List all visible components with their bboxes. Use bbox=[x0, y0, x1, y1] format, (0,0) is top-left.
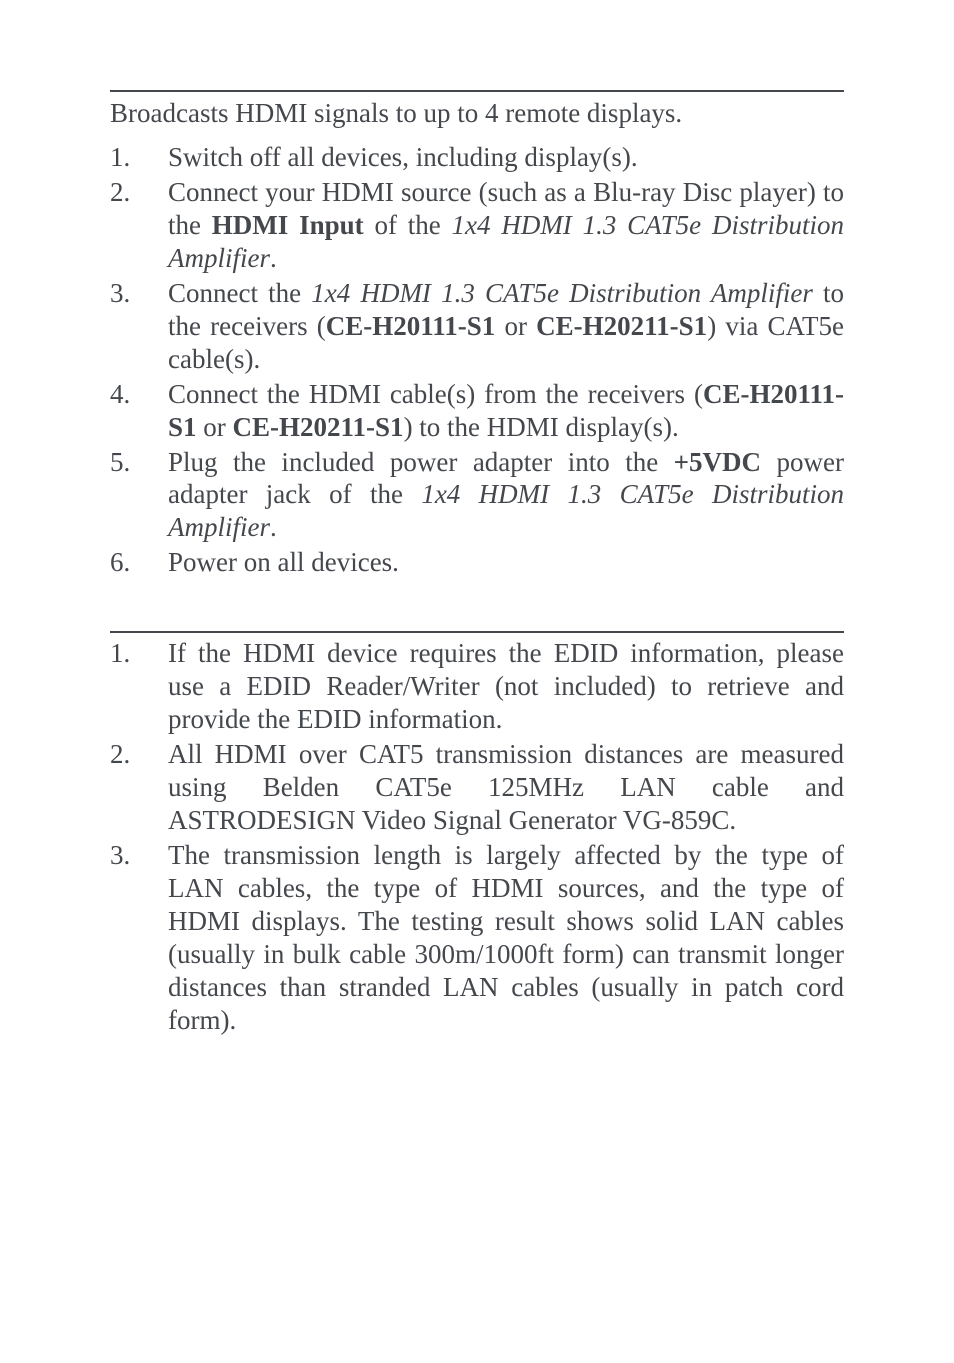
list-item-text: Connect your HDMI source (such as a Blu-… bbox=[168, 176, 844, 275]
list-item: 4.Connect the HDMI cable(s) from the rec… bbox=[110, 378, 844, 444]
list-item: 5.Plug the included power adapter into t… bbox=[110, 446, 844, 545]
list-item-text: All HDMI over CAT5 transmission distance… bbox=[168, 738, 844, 837]
list-item-text: If the HDMI device requires the EDID inf… bbox=[168, 637, 844, 736]
list-item-text: Plug the included power adapter into the… bbox=[168, 446, 844, 545]
list-item-number: 1. bbox=[110, 141, 168, 174]
list-item-number: 4. bbox=[110, 378, 168, 444]
list-item-number: 6. bbox=[110, 546, 168, 579]
document-page: Broadcasts HDMI signals to up to 4 remot… bbox=[0, 0, 954, 1099]
list-item: 2.Connect your HDMI source (such as a Bl… bbox=[110, 176, 844, 275]
instruction-list-2: 1.If the HDMI device requires the EDID i… bbox=[110, 637, 844, 1036]
section-rule bbox=[110, 631, 844, 633]
list-item-number: 2. bbox=[110, 738, 168, 837]
list-item: 3.Connect the 1x4 HDMI 1.3 CAT5e Distrib… bbox=[110, 277, 844, 376]
section-rule bbox=[110, 90, 844, 92]
list-item-number: 2. bbox=[110, 176, 168, 275]
instruction-list-1: 1.Switch off all devices, including disp… bbox=[110, 141, 844, 579]
list-item: 3.The transmission length is largely aff… bbox=[110, 839, 844, 1037]
list-item-text: Switch off all devices, including displa… bbox=[168, 141, 844, 174]
list-item-number: 1. bbox=[110, 637, 168, 736]
list-item-number: 5. bbox=[110, 446, 168, 545]
list-item: 1.If the HDMI device requires the EDID i… bbox=[110, 637, 844, 736]
list-item: 6.Power on all devices. bbox=[110, 546, 844, 579]
list-item-text: Power on all devices. bbox=[168, 546, 844, 579]
spacer bbox=[110, 581, 844, 631]
list-item: 2.All HDMI over CAT5 transmission distan… bbox=[110, 738, 844, 837]
list-item: 1.Switch off all devices, including disp… bbox=[110, 141, 844, 174]
list-item-number: 3. bbox=[110, 839, 168, 1037]
intro-text: Broadcasts HDMI signals to up to 4 remot… bbox=[110, 96, 844, 131]
list-item-text: Connect the HDMI cable(s) from the recei… bbox=[168, 378, 844, 444]
list-item-text: The transmission length is largely affec… bbox=[168, 839, 844, 1037]
list-item-number: 3. bbox=[110, 277, 168, 376]
list-item-text: Connect the 1x4 HDMI 1.3 CAT5e Distribut… bbox=[168, 277, 844, 376]
